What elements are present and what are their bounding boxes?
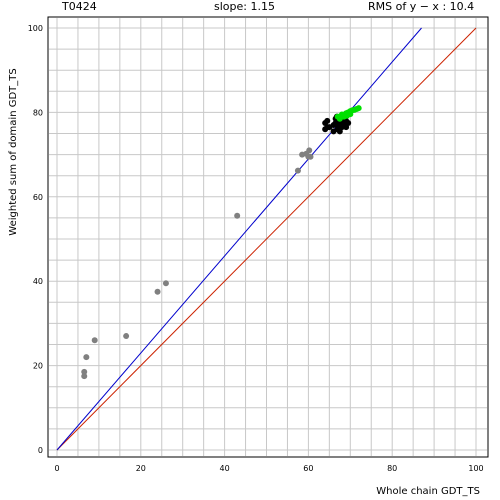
data-point	[81, 373, 88, 380]
fit-line	[56, 27, 422, 451]
data-points	[81, 105, 362, 380]
data-point	[307, 153, 314, 160]
data-point	[234, 212, 241, 219]
data-point	[347, 111, 354, 118]
data-point	[345, 119, 352, 126]
y-tick-label: 0	[38, 446, 43, 455]
x-tick-label: 20	[136, 464, 146, 473]
data-point	[162, 280, 169, 287]
x-tick-label: 0	[54, 464, 59, 473]
grid	[49, 18, 487, 456]
y-tick-labels: 0 20 40 60 80 100	[28, 24, 43, 455]
data-point	[324, 117, 331, 124]
identity-line	[56, 27, 477, 451]
x-tick-labels: 0 20 40 60 80 100	[54, 464, 483, 473]
data-point	[83, 354, 90, 361]
x-axis-label: Whole chain GDT_TS	[376, 486, 480, 497]
data-point	[306, 147, 313, 154]
x-tick-label: 80	[387, 464, 397, 473]
data-point	[81, 368, 88, 375]
slope-label: slope: 1.15	[214, 0, 275, 13]
data-point	[294, 167, 301, 174]
y-tick-label: 20	[33, 362, 43, 371]
x-tick-label: 100	[468, 464, 483, 473]
data-point	[91, 337, 98, 344]
y-tick-label: 80	[33, 108, 43, 117]
data-point	[154, 288, 161, 295]
y-tick-label: 60	[33, 193, 43, 202]
x-tick-label: 40	[220, 464, 230, 473]
y-axis-label: Weighted sum of domain GDT_TS	[8, 68, 19, 235]
reference-lines	[56, 27, 477, 451]
y-tick-label: 100	[28, 24, 43, 33]
data-point	[355, 105, 362, 112]
x-tick-label: 60	[303, 464, 313, 473]
rms-label: RMS of y − x : 10.4	[368, 0, 475, 13]
data-point	[123, 333, 130, 340]
y-tick-label: 40	[33, 277, 43, 286]
chart-title: T0424	[62, 0, 97, 13]
